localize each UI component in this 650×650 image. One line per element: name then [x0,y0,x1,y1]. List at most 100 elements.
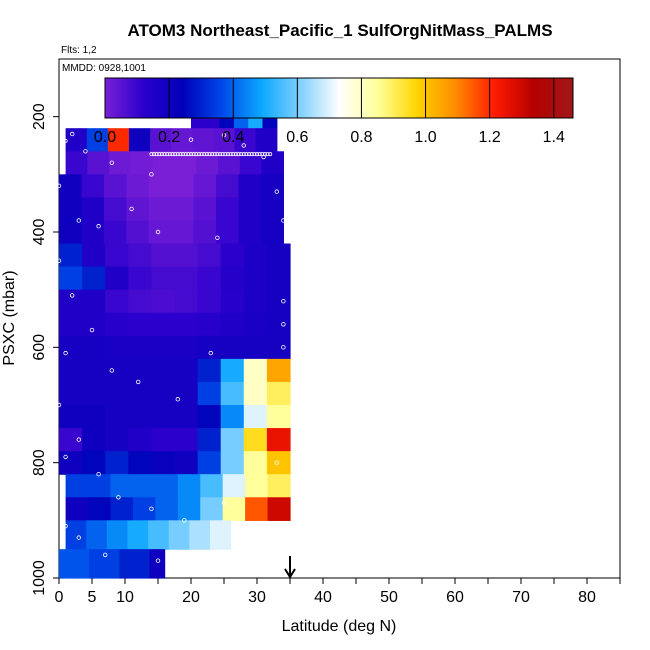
sample-point [191,152,196,157]
sample-point [157,152,162,157]
heatmap-cell [151,428,176,452]
heatmap-cell [59,174,83,198]
sample-point [218,152,223,157]
sample-point [241,143,246,148]
heatmap-cell [59,451,83,475]
sample-point [162,152,167,157]
heatmap-cell [152,151,176,175]
heatmap-cell [81,174,105,198]
heatmap-cell [88,474,112,498]
heatmap-cell [132,497,156,521]
sample-point [274,189,279,194]
heatmap-cell [243,266,268,291]
heatmap-cell [238,174,262,198]
heatmap-cell [171,197,195,222]
heatmap-cell [128,405,152,429]
heatmap-cell [59,358,83,383]
colorbar-tick-label: 0.0 [94,129,116,146]
sample-point [186,152,191,157]
heatmap-cell [59,428,83,452]
heatmap-cell [216,174,240,198]
sample-point [76,437,81,442]
heatmap-cell [59,335,83,360]
sample-point [281,299,286,304]
colorbar-tick-label: 0.2 [158,129,180,146]
heatmap-cell [89,549,105,579]
sample-point [188,137,194,142]
heatmap-cell [105,335,129,360]
heatmap-cell [200,474,224,498]
sample-point [199,152,204,157]
sample-point [215,152,220,157]
heatmap-cell [127,520,149,550]
heatmap-cell [197,289,222,314]
heatmap-cell [243,335,268,360]
sample-point [76,218,81,223]
heatmap-cell [105,266,129,291]
heatmap-cell [155,497,179,521]
sample-point [196,152,201,157]
heatmap-cell [82,289,106,314]
heatmap-cell [220,358,245,383]
sample-point [173,152,178,157]
heatmap-cell [82,243,106,268]
sample-point [202,152,207,157]
heatmap-cell [104,549,120,579]
heatmap-cell [128,266,152,291]
heatmap-cell [197,335,222,360]
heatmap-cell [65,497,89,521]
sample-point [281,345,286,350]
sample-point [281,218,286,223]
x-axis: 0 5 10 20 30 40 50 60 70 80 [55,578,621,606]
heatmap-cell [266,243,291,268]
heatmap-cell [193,220,217,245]
heatmap-cell [82,405,106,429]
heatmap-cell [65,474,89,498]
sample-point [252,152,257,157]
heatmap-cell [177,474,201,498]
sample-point [236,152,241,157]
sample-point [274,460,279,465]
heatmap-cell [126,197,150,222]
heatmap-cell [266,405,291,429]
heatmap-cell [59,289,83,314]
sample-point [129,206,134,212]
heatmap-cell [151,335,176,360]
heatmap-cell [220,405,245,429]
heatmap-cell [132,474,156,498]
heatmap-cell [174,428,199,452]
heatmap-cell [209,520,232,550]
x-tick-label: 70 [512,589,530,606]
heatmap-cell [103,174,127,198]
heatmap-cell [128,335,152,360]
sample-point [221,500,227,506]
colorbar-tick-label: 1.2 [479,129,501,146]
heatmap-cell [151,243,176,268]
heatmap-cell [243,243,268,268]
colorbar-tick-label: 0.8 [350,129,372,146]
sample-point [249,152,254,157]
sample-point [149,506,154,511]
heatmap-cell [105,405,129,429]
heatmap-cell [86,520,108,550]
heatmap-cell [110,497,134,521]
sample-point [221,132,227,138]
heatmap-cell [128,381,152,406]
heatmap-cell [151,358,176,383]
sample-point [220,152,225,157]
heatmap-cell [260,197,284,222]
heatmap-cell [105,451,129,475]
heatmap-cell [59,312,83,337]
heatmap-cell [197,405,222,429]
sample-point [165,152,170,157]
heatmap-cell [126,174,150,198]
heatmap-cell [155,474,179,498]
heatmap-cell [220,428,245,452]
heatmap-cell [82,451,106,475]
sample-point [116,495,121,500]
sample-point [63,350,68,356]
heatmap-cell [220,243,245,268]
sample-point [223,152,228,157]
sample-point [181,152,186,157]
heatmap-cell [103,220,127,245]
